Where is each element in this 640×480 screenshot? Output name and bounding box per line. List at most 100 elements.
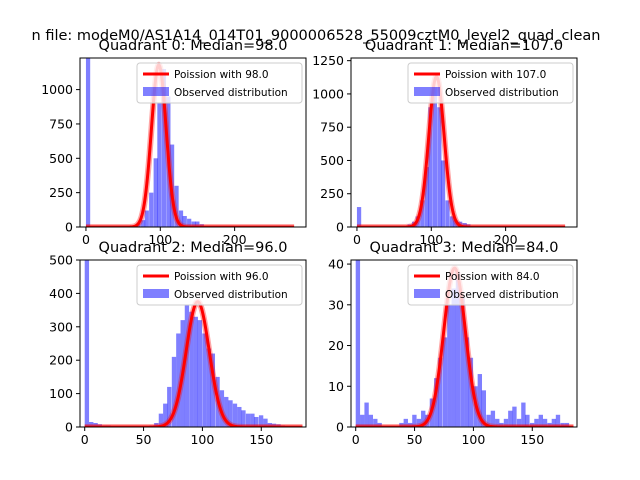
- histogram-bar: [154, 422, 159, 427]
- histogram-bar: [360, 414, 365, 427]
- x-tick-label: 100: [419, 232, 443, 247]
- histogram-bar: [191, 221, 196, 227]
- histogram-bar: [189, 311, 194, 427]
- subplot-title: Quadrant 3: Median=84.0: [370, 240, 559, 256]
- histogram-bar: [442, 337, 448, 427]
- legend: Poission with 96.0 Observed distribution: [136, 264, 303, 306]
- histogram-bar: [158, 413, 164, 427]
- histogram-bar: [555, 414, 561, 427]
- histogram-bar: [232, 403, 238, 427]
- legend-box: [407, 62, 574, 104]
- plot-area: [353, 260, 576, 427]
- histogram-bar: [449, 216, 455, 227]
- histogram-bar: [245, 413, 251, 427]
- histogram-bar: [355, 260, 361, 427]
- x-tick-label: 50: [407, 432, 423, 447]
- y-tick-label: 0: [336, 220, 344, 235]
- y-tick-label: 500: [49, 253, 73, 268]
- legend-bar-swatch: [143, 87, 169, 96]
- histogram-bar: [237, 406, 242, 427]
- histogram-bar: [508, 410, 513, 427]
- histogram-bar: [538, 414, 543, 427]
- x-tick-label: 200: [223, 232, 247, 247]
- legend-bar-swatch: [414, 289, 440, 298]
- histogram-bar: [407, 422, 413, 427]
- x-tick-label: 0: [82, 232, 90, 247]
- y-tick-label: 40: [328, 257, 344, 272]
- histogram-bar: [437, 107, 442, 227]
- histogram-bar: [499, 422, 504, 427]
- histogram-bar: [464, 337, 469, 427]
- histogram-bar: [521, 402, 526, 427]
- histogram-bar: [453, 220, 458, 227]
- histogram-bar: [153, 158, 158, 227]
- plot-area: [354, 73, 568, 227]
- histogram-bar: [140, 220, 146, 227]
- histogram-bar: [512, 406, 517, 427]
- legend-box: [136, 62, 303, 104]
- histogram-bar: [503, 418, 509, 427]
- subplot-title: Quadrant 0: Median=98.0: [99, 38, 288, 54]
- x-tick-label: 200: [494, 232, 518, 247]
- histogram-bar: [364, 402, 369, 427]
- x-tick-label: 100: [461, 432, 485, 447]
- histogram-bar: [174, 185, 179, 227]
- axes-frame: [79, 57, 307, 228]
- poisson-curve: [355, 75, 567, 227]
- y-tick-label: 0: [65, 220, 73, 235]
- histogram-bar: [219, 390, 225, 427]
- histogram-bar: [178, 210, 184, 227]
- y-tick-label: 400: [49, 286, 73, 301]
- y-tick-label: 200: [49, 353, 73, 368]
- axes-frame: [350, 259, 578, 428]
- histogram-bar: [258, 415, 264, 427]
- histogram-bar: [171, 356, 177, 427]
- histogram-bar: [241, 410, 246, 427]
- x-tick-label: 150: [249, 432, 273, 447]
- histogram-bar: [84, 260, 90, 427]
- histogram-bar: [267, 422, 272, 427]
- y-tick-label: 1000: [312, 86, 344, 101]
- y-tick-label: 20: [328, 338, 344, 353]
- x-tick-label: 0: [81, 432, 89, 447]
- histogram-bar: [547, 422, 552, 427]
- y-tick-label: 250: [49, 185, 73, 200]
- histogram-bar: [228, 400, 233, 427]
- histogram-bar: [486, 414, 491, 427]
- histogram-bar: [412, 414, 417, 427]
- histogram-bar: [93, 422, 98, 427]
- histogram-bar: [149, 192, 154, 227]
- x-tick-label: 150: [520, 432, 544, 447]
- y-tick-label: 500: [320, 153, 344, 168]
- histogram-bar: [438, 357, 443, 427]
- histogram-bar: [195, 221, 200, 227]
- y-tick-label: 10: [328, 379, 344, 394]
- histogram-bar: [468, 357, 474, 427]
- histogram-bar: [421, 410, 426, 427]
- histogram-bar: [525, 414, 530, 427]
- histogram-bar: [440, 160, 446, 227]
- histogram-bar: [445, 200, 450, 227]
- histogram-bar: [377, 422, 382, 427]
- histogram-bar: [564, 422, 570, 427]
- histogram-bar: [254, 416, 259, 427]
- histogram-bar: [197, 320, 203, 427]
- legend-label-poisson: Poission with 84.0: [445, 271, 540, 283]
- y-tick-label: 1000: [41, 82, 73, 97]
- histogram-bar: [516, 418, 522, 427]
- histogram-bar: [89, 421, 94, 427]
- y-tick-label: 30: [328, 297, 344, 312]
- poisson-curve: [354, 266, 575, 427]
- legend: Poission with 84.0 Observed distribution: [407, 264, 574, 306]
- histogram-bar: [481, 390, 487, 427]
- histogram-bar: [477, 374, 483, 427]
- legend-label-poisson: Poission with 96.0: [174, 271, 269, 283]
- y-tick-label: 0: [65, 420, 73, 435]
- legend-label-observed: Observed distribution: [445, 289, 559, 301]
- histogram-bar: [202, 333, 207, 427]
- histogram-bar: [416, 418, 422, 427]
- histogram-bar: [447, 304, 452, 427]
- histogram-bar: [85, 58, 91, 227]
- histogram-bar: [534, 418, 539, 427]
